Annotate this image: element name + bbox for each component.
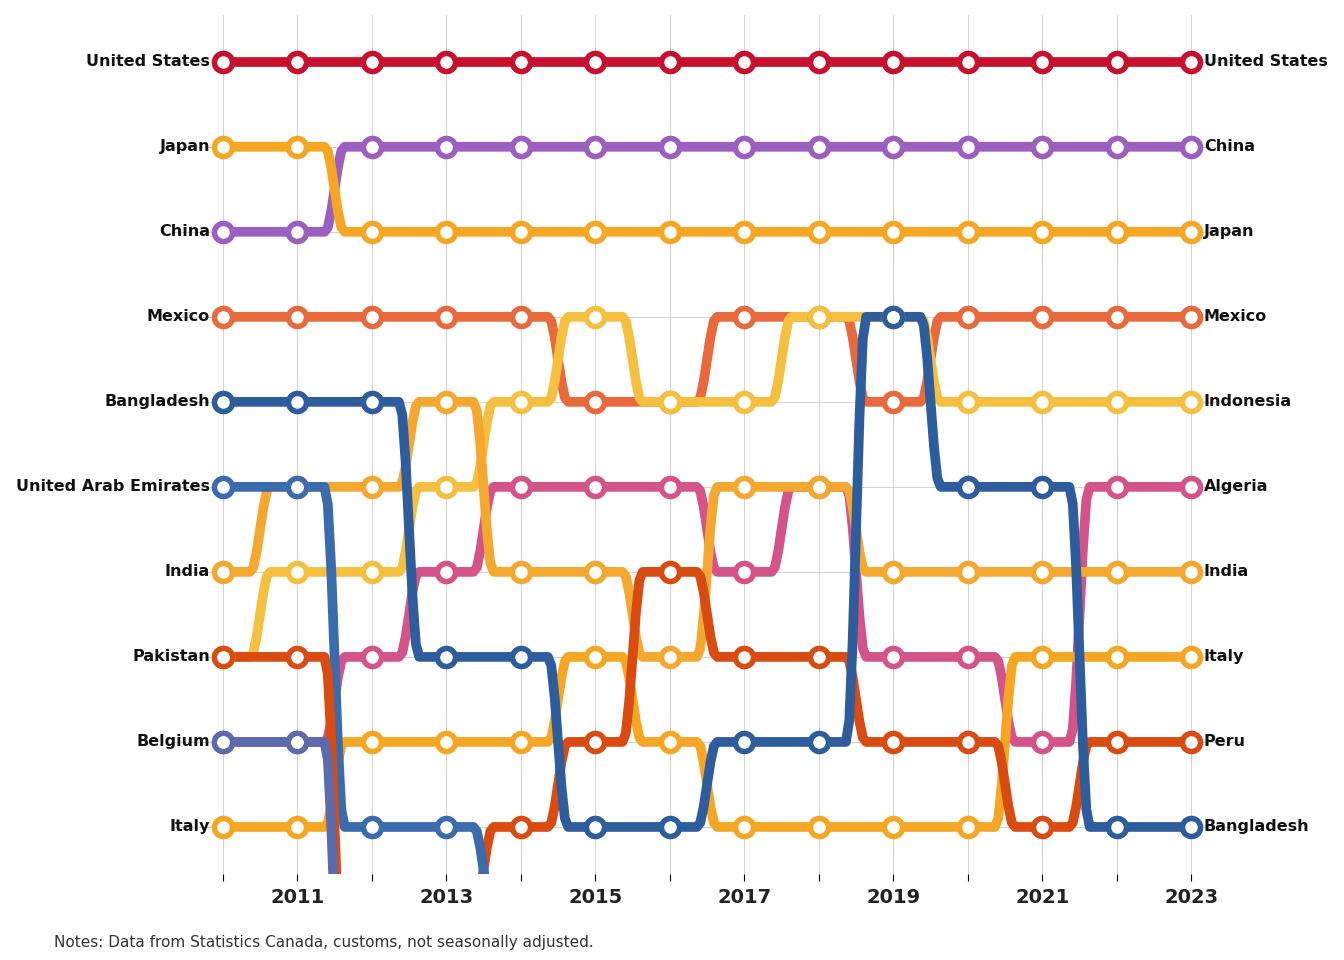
- Text: United States: United States: [86, 55, 210, 69]
- Text: Indonesia: Indonesia: [1204, 395, 1292, 409]
- Text: Japan: Japan: [1204, 225, 1254, 239]
- Text: Italy: Italy: [1204, 649, 1245, 664]
- Text: India: India: [165, 564, 210, 580]
- Text: Pakistan: Pakistan: [133, 649, 210, 664]
- Text: Italy: Italy: [169, 820, 210, 834]
- Text: United States: United States: [1204, 55, 1328, 69]
- Text: Mexico: Mexico: [146, 309, 210, 324]
- Text: Mexico: Mexico: [1204, 309, 1267, 324]
- Text: Bangladesh: Bangladesh: [1204, 820, 1309, 834]
- Text: Algeria: Algeria: [1204, 479, 1269, 494]
- Text: United Arab Emirates: United Arab Emirates: [16, 479, 210, 494]
- Text: Japan: Japan: [160, 139, 210, 155]
- Text: India: India: [1204, 564, 1249, 580]
- Text: Notes: Data from Statistics Canada, customs, not seasonally adjusted.: Notes: Data from Statistics Canada, cust…: [54, 935, 594, 950]
- Text: Belgium: Belgium: [137, 734, 210, 750]
- Text: China: China: [1204, 139, 1255, 155]
- Text: China: China: [159, 225, 210, 239]
- Text: Peru: Peru: [1204, 734, 1246, 750]
- Text: Bangladesh: Bangladesh: [105, 395, 210, 409]
